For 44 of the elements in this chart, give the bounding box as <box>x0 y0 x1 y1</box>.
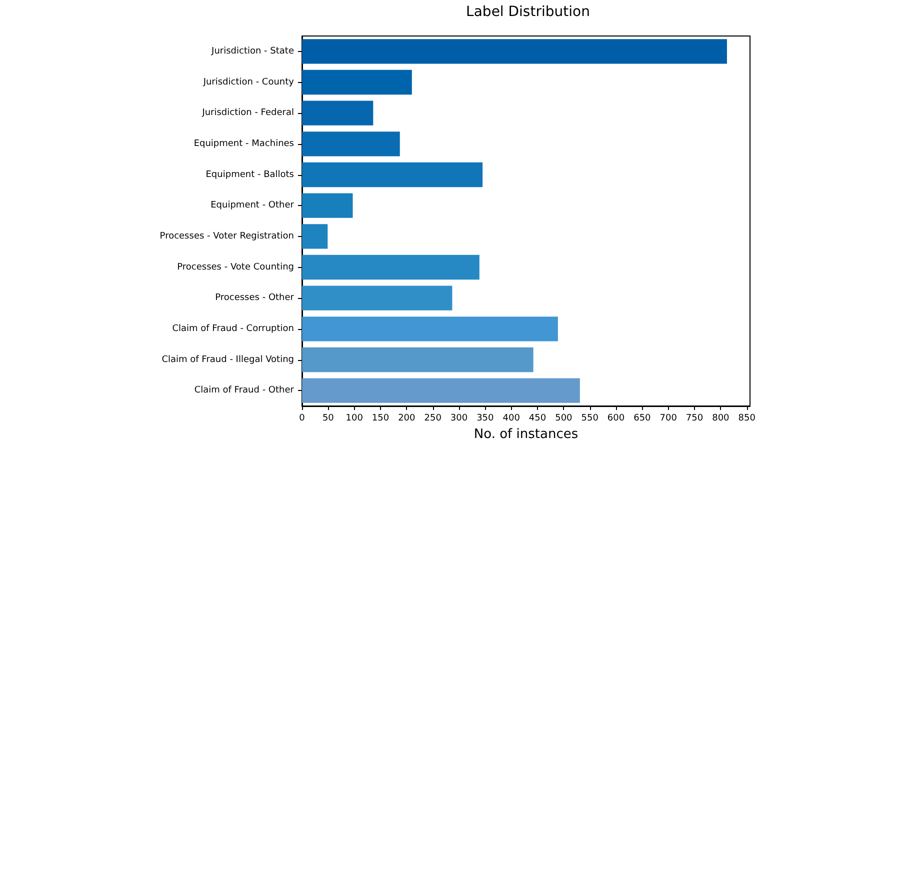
bar <box>302 316 558 342</box>
bar <box>302 224 328 249</box>
x-tick-label: 300 <box>450 414 468 424</box>
x-tick-label: 200 <box>398 414 416 424</box>
x-tick-label: 0 <box>299 414 306 424</box>
x-tick-label: 400 <box>502 414 520 424</box>
bar <box>302 100 374 126</box>
x-tick-label: 800 <box>712 414 730 424</box>
bar <box>302 347 534 372</box>
x-tick-label: 100 <box>346 414 364 424</box>
x-tick-label: 500 <box>555 414 573 424</box>
bar <box>302 162 483 188</box>
y-tick-label: Equipment - Other <box>210 200 294 211</box>
chart-title: Label Distribution <box>466 4 590 20</box>
bar <box>302 39 727 64</box>
y-tick-label: Jurisdiction - County <box>202 77 295 88</box>
bar <box>302 193 353 218</box>
x-tick-label: 600 <box>607 414 625 424</box>
bar <box>302 286 452 310</box>
x-tick-label: 150 <box>372 414 390 424</box>
x-tick-label: 550 <box>581 414 599 424</box>
x-tick-label: 350 <box>476 414 494 424</box>
y-tick-label: Processes - Voter Registration <box>160 231 294 242</box>
y-tick-label: Jurisdiction - Federal <box>201 108 294 118</box>
y-tick-label: Claim of Fraud - Illegal Voting <box>162 354 294 365</box>
x-tick-label: 750 <box>686 414 704 424</box>
y-tick-label: Claim of Fraud - Other <box>194 386 294 396</box>
x-tick-label: 50 <box>322 414 334 424</box>
y-tick-label: Claim of Fraud - Corruption <box>172 324 294 334</box>
bar <box>302 254 480 280</box>
x-tick-label: 850 <box>738 414 756 424</box>
y-tick-label: Equipment - Ballots <box>206 170 294 180</box>
x-tick-label: 650 <box>634 414 652 424</box>
bar <box>302 378 580 403</box>
bar <box>302 70 412 95</box>
y-tick-label: Jurisdiction - State <box>210 46 294 56</box>
x-tick-label: 250 <box>424 414 442 424</box>
y-tick-label: Processes - Vote Counting <box>177 262 294 272</box>
x-axis-title: No. of instances <box>474 427 578 442</box>
x-tick-label: 450 <box>528 414 546 424</box>
y-tick-label: Equipment - Machines <box>194 138 294 149</box>
x-tick-label: 700 <box>660 414 678 424</box>
bar <box>302 132 400 156</box>
y-tick-label: Processes - Other <box>215 293 294 304</box>
